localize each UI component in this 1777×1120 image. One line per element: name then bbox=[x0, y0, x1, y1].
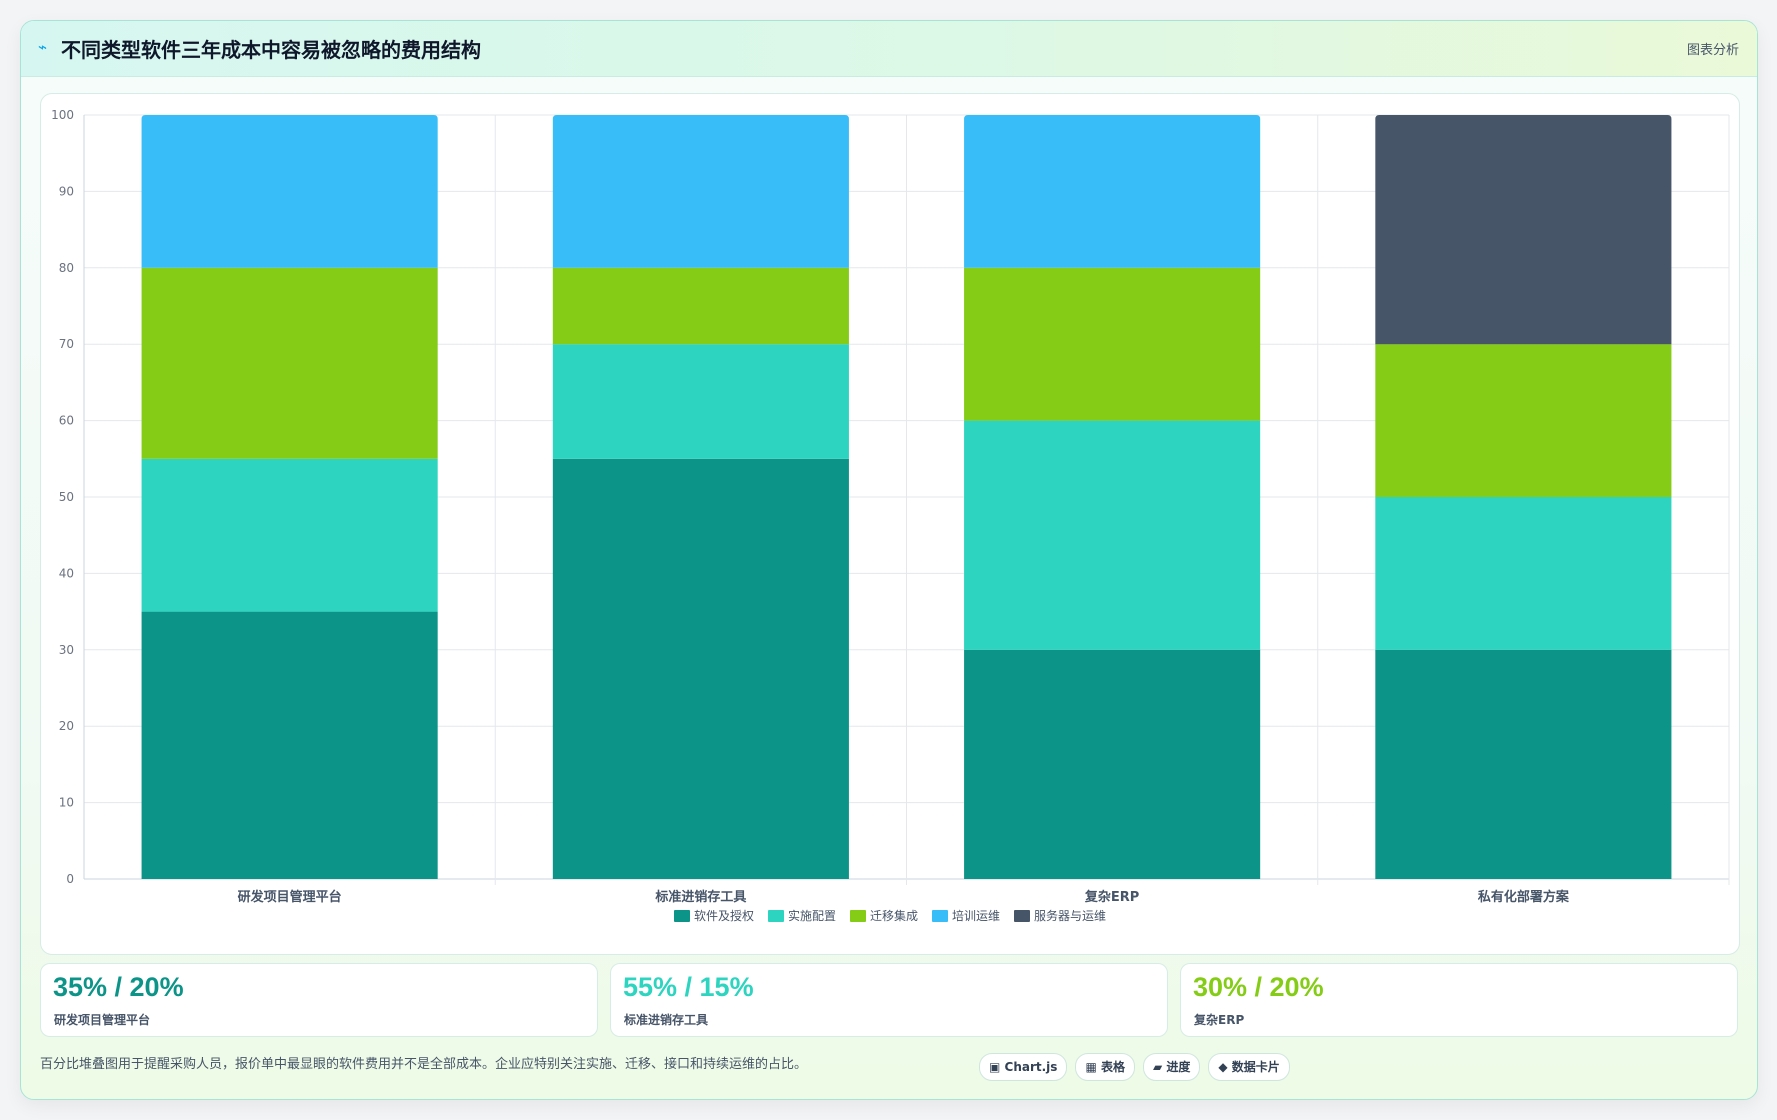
legend-label: 服务器与运维 bbox=[1034, 908, 1106, 923]
legend-label: 实施配置 bbox=[788, 908, 836, 923]
bar-segment bbox=[552, 344, 849, 459]
stacked-bar-chart: 0 10 20 30 40 50 60 70 80 90 100 研发项目管理平台 标准进销存工具 复杂E… bbox=[51, 108, 1730, 923]
panel-header: ⌁ 不同类型软件三年成本中容易被忽略的费用结构 图表分析 bbox=[21, 21, 1757, 77]
x-tick-label: 研发项目管理平台 bbox=[238, 889, 342, 905]
stat-value: 55% / 15% bbox=[623, 972, 754, 1002]
bar-segment bbox=[141, 458, 438, 612]
tag-data-card[interactable]: ◆ 数据卡片 bbox=[1208, 1053, 1290, 1081]
y-tick-label: 30 bbox=[59, 643, 74, 657]
page-title: 不同类型软件三年成本中容易被忽略的费用结构 bbox=[61, 38, 481, 62]
bar-segment bbox=[141, 267, 438, 459]
y-tick-label: 50 bbox=[59, 490, 74, 504]
y-tick-label: 0 bbox=[66, 872, 74, 886]
bar-segment bbox=[141, 611, 438, 879]
bar-segment bbox=[1375, 649, 1672, 879]
x-tick-label: 标准进销存工具 bbox=[654, 889, 746, 905]
bar-segment bbox=[552, 458, 849, 879]
y-tick-label: 20 bbox=[59, 719, 74, 733]
bar-segment bbox=[964, 649, 1261, 879]
tag-progress[interactable]: ▰ 进度 bbox=[1142, 1053, 1201, 1081]
legend-label: 培训运维 bbox=[952, 908, 1000, 923]
bar-segment bbox=[1375, 497, 1672, 650]
bar-segment bbox=[964, 267, 1261, 421]
bar-segment bbox=[1375, 115, 1672, 345]
y-tick-label: 10 bbox=[59, 796, 74, 810]
chart-panel: ⌁ 不同类型软件三年成本中容易被忽略的费用结构 图表分析 0 10 20 30 40 50… bbox=[20, 20, 1758, 1100]
legend-label: 迁移集成 bbox=[870, 908, 918, 923]
stat-card-complex-erp: 30% / 20% 复杂ERP bbox=[1180, 963, 1738, 1037]
bar-segment bbox=[964, 420, 1261, 650]
y-tick-label: 40 bbox=[59, 566, 74, 580]
bar-segment bbox=[141, 115, 438, 268]
chart-card: 0 10 20 30 40 50 60 70 80 90 100 研发项目管理平台 标准进销存工具 复杂E… bbox=[40, 93, 1740, 955]
bar-segment bbox=[1375, 344, 1672, 497]
bar-segment bbox=[552, 115, 849, 268]
legend-swatch bbox=[1014, 910, 1030, 922]
legend-swatch bbox=[768, 910, 784, 922]
x-tick-label: 私有化部署方案 bbox=[1478, 889, 1570, 905]
bar-segment bbox=[964, 115, 1261, 268]
x-tick-label: 复杂ERP bbox=[1084, 889, 1139, 905]
tag-table[interactable]: ▦ 表格 bbox=[1075, 1053, 1135, 1081]
legend-label: 软件及授权 bbox=[694, 908, 754, 923]
legend-swatch bbox=[674, 910, 690, 922]
legend-swatch bbox=[932, 910, 948, 922]
stat-value: 30% / 20% bbox=[1193, 972, 1324, 1002]
stat-label: 标准进销存工具 bbox=[624, 1013, 709, 1027]
bar-segment bbox=[552, 267, 849, 345]
y-tick-label: 60 bbox=[59, 414, 74, 428]
chart-icon: ⌁ bbox=[38, 38, 48, 56]
legend-swatch bbox=[850, 910, 866, 922]
tag-chartjs[interactable]: ▣ Chart.js bbox=[979, 1053, 1068, 1081]
stat-card-inventory-tool: 55% / 15% 标准进销存工具 bbox=[610, 963, 1168, 1037]
stat-value: 35% / 20% bbox=[53, 972, 184, 1002]
y-tick-label: 100 bbox=[51, 108, 74, 122]
y-tick-label: 90 bbox=[59, 184, 74, 198]
stat-card-rd-platform: 35% / 20% 研发项目管理平台 bbox=[40, 963, 598, 1037]
y-tick-label: 70 bbox=[59, 337, 74, 351]
stat-label: 复杂ERP bbox=[1194, 1013, 1245, 1027]
stat-label: 研发项目管理平台 bbox=[54, 1013, 151, 1027]
footer-note: 百分比堆叠图用于提醒采购人员，报价单中最显眼的软件费用并不是全部成本。企业应特别… bbox=[40, 1057, 808, 1072]
feature-tags: ▣ Chart.js ▦ 表格 ▰ 进度 ◆ 数据卡片 bbox=[979, 1053, 1290, 1081]
y-tick-label: 80 bbox=[59, 261, 74, 275]
chart-analysis-button[interactable]: 图表分析 bbox=[1686, 43, 1739, 58]
